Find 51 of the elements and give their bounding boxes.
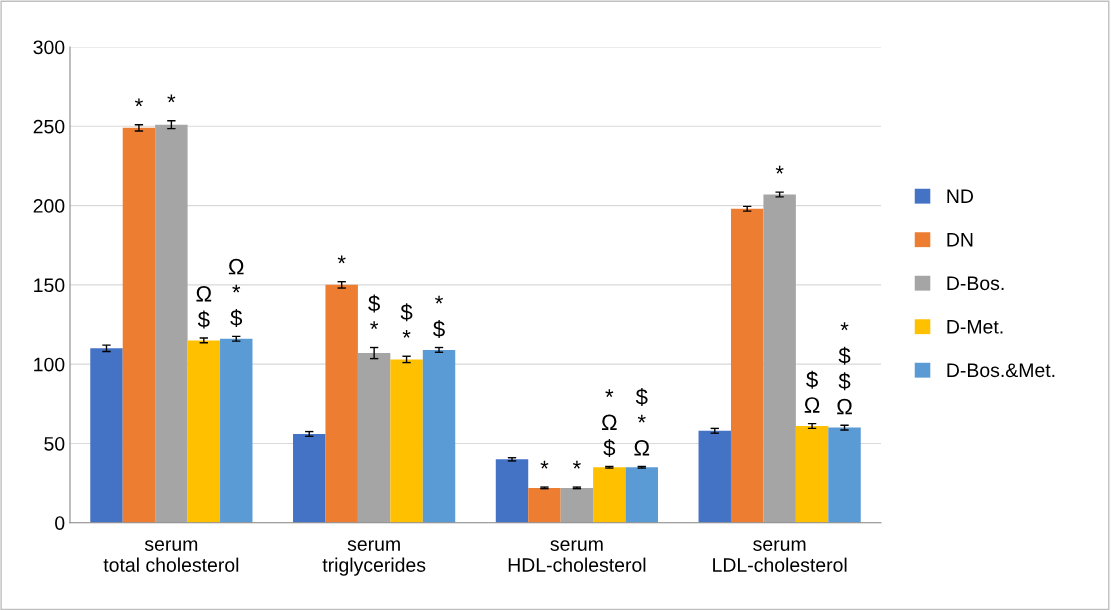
bar xyxy=(325,284,358,523)
y-tick-label: 0 xyxy=(55,516,65,531)
legend-label: DN xyxy=(947,233,973,247)
bar xyxy=(528,487,561,523)
data-label: * xyxy=(775,165,784,174)
bar xyxy=(422,349,456,523)
data-label: Ω * $ xyxy=(228,258,244,327)
bar xyxy=(495,459,529,523)
data-label: * xyxy=(540,460,549,469)
bar xyxy=(390,359,423,523)
bar xyxy=(625,467,658,523)
data-label: * Ω $ xyxy=(601,389,617,458)
bar xyxy=(187,340,221,523)
bar xyxy=(220,338,253,523)
bar xyxy=(698,430,731,523)
x-tick-label: serum total cholesterol xyxy=(103,540,239,572)
x-tick-label: serum triglycerides xyxy=(322,540,426,576)
legend-label: ND xyxy=(947,189,974,203)
bar xyxy=(155,124,188,523)
bar xyxy=(122,127,156,523)
data-label: Ω $ xyxy=(196,285,212,329)
bar xyxy=(795,426,829,523)
bar xyxy=(357,353,391,523)
legend-label: D-Bos.&Met. xyxy=(947,363,1055,378)
bar xyxy=(90,348,123,523)
bar xyxy=(593,467,626,523)
data-label: $ Ω xyxy=(804,370,820,413)
y-tick-label: 250 xyxy=(33,119,65,134)
y-tick-label: 50 xyxy=(44,436,65,451)
bar xyxy=(828,427,861,523)
data-label: * xyxy=(134,98,143,107)
data-label: * $ $ Ω xyxy=(837,322,852,415)
bar xyxy=(293,433,326,523)
bar xyxy=(560,487,594,523)
bar xyxy=(730,208,764,523)
data-label: $ * xyxy=(400,303,413,338)
data-label: * xyxy=(337,255,346,264)
x-tick-label: serum HDL-cholesterol xyxy=(508,540,646,572)
bar xyxy=(763,194,796,523)
y-tick-label: 150 xyxy=(34,278,65,293)
data-label: * xyxy=(167,94,176,103)
data-label: * xyxy=(572,460,581,469)
y-tick-label: 300 xyxy=(33,40,65,55)
legend-label: D-Bos. xyxy=(947,276,1004,291)
data-label: $ * xyxy=(368,294,380,330)
legend-label: D-Met. xyxy=(947,320,1003,334)
x-tick-label: serum LDL-cholesterol xyxy=(713,540,847,572)
data-label: * $ xyxy=(433,295,445,339)
y-tick-label: 200 xyxy=(33,199,65,213)
data-label: $ * Ω xyxy=(634,387,650,456)
y-tick-label: 100 xyxy=(34,357,65,372)
